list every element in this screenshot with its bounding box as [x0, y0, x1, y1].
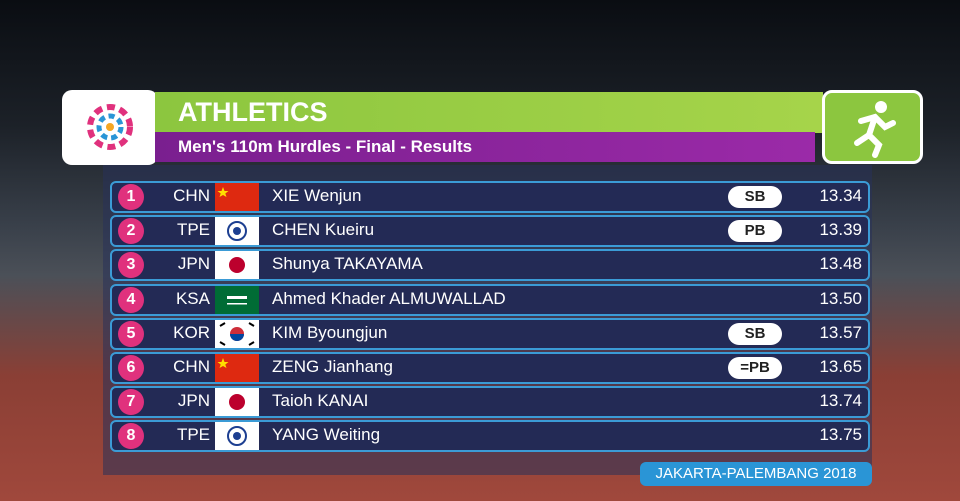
result-time: 13.65	[819, 357, 862, 376]
athlete-name: ZENG Jianhang	[272, 357, 393, 376]
event-subtitle: Men's 110m Hurdles - Final - Results	[178, 137, 473, 156]
sport-icon	[822, 90, 923, 164]
flag-image	[215, 251, 259, 280]
country-flag	[215, 285, 259, 314]
athlete-name: Ahmed Khader ALMUWALLAD	[272, 288, 506, 308]
result-time: 13.57	[819, 322, 862, 342]
flag-image	[215, 285, 259, 314]
country-code: TPE	[176, 220, 210, 240]
athlete-name: CHEN Kueiru	[272, 220, 375, 240]
games-logo	[62, 90, 158, 165]
country-flag	[215, 217, 259, 246]
rank-badge: 4	[118, 286, 144, 313]
rank-badge: 1	[118, 184, 144, 210]
flag-image	[215, 319, 259, 348]
country-code: KOR	[173, 322, 210, 342]
country-flag	[215, 388, 259, 417]
result-time: 13.34	[819, 186, 862, 205]
result-time: 13.75	[819, 425, 862, 445]
record-note: SB	[728, 322, 782, 345]
rank-badge: 6	[118, 355, 144, 381]
sport-title: ATHLETICS	[178, 97, 328, 127]
athlete-name: YANG Weiting	[272, 425, 381, 445]
rank-badge: 5	[118, 320, 144, 347]
flag-image	[215, 183, 259, 211]
result-time: 13.39	[819, 220, 862, 240]
rank-badge: 7	[118, 389, 144, 416]
country-code: CHN	[173, 357, 210, 376]
athlete-name: Shunya TAKAYAMA	[272, 254, 423, 274]
country-code: JPN	[177, 254, 210, 274]
country-flag	[215, 319, 259, 348]
result-time: 13.48	[819, 254, 862, 274]
subtitle-bar	[155, 132, 815, 162]
country-code: CHN	[173, 186, 210, 205]
record-note: SB	[728, 186, 782, 208]
country-flag	[215, 354, 259, 382]
title-bar	[155, 92, 823, 133]
flag-image	[215, 217, 259, 246]
rank-badge: 2	[118, 218, 144, 245]
country-flag	[215, 183, 259, 211]
result-time: 13.50	[819, 288, 862, 308]
record-note: PB	[728, 220, 782, 243]
athlete-name: Taioh KANAI	[272, 391, 369, 411]
flag-image	[215, 388, 259, 417]
logo-emblem	[87, 104, 133, 150]
country-code: KSA	[175, 288, 210, 308]
result-time: 13.74	[819, 391, 862, 411]
flag-image	[215, 422, 259, 451]
country-flag	[215, 251, 259, 280]
country-flag	[215, 422, 259, 451]
rank-badge: 3	[118, 252, 144, 279]
flag-image	[215, 354, 259, 382]
rank-badge: 8	[118, 423, 144, 450]
athlete-name: XIE Wenjun	[272, 186, 362, 205]
games-footer: JAKARTA-PALEMBANG 2018	[640, 462, 872, 486]
country-code: JPN	[177, 391, 210, 411]
runner-icon	[854, 101, 896, 158]
athlete-name: KIM Byoungjun	[272, 322, 388, 342]
country-code: TPE	[176, 425, 210, 445]
record-note: =PB	[728, 357, 782, 379]
